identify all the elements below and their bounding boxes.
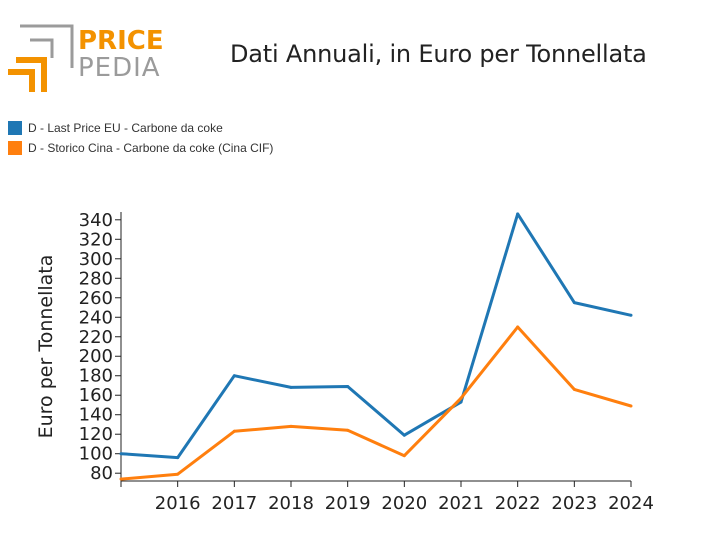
x-tick-label: 2016 (155, 493, 201, 514)
chart-series (119, 212, 633, 481)
y-tick-label: 140 (79, 405, 113, 426)
data-point-1[interactable] (289, 424, 293, 428)
data-point-1[interactable] (232, 429, 236, 433)
y-tick-label: 300 (79, 249, 113, 270)
legend-item-eu[interactable]: D - Last Price EU - Carbone da coke (8, 118, 273, 138)
data-point-1[interactable] (572, 387, 576, 391)
x-tick-label: 2023 (551, 493, 597, 514)
chart-title: Dati Annuali, in Euro per Tonnellata (230, 40, 647, 68)
series-line-0 (120, 212, 632, 460)
y-tick-label: 80 (90, 463, 113, 484)
chart-legend: D - Last Price EU - Carbone da coke D - … (8, 118, 273, 158)
y-tick-label: 260 (79, 288, 113, 309)
data-point-1[interactable] (459, 396, 463, 400)
legend-label-cina: D - Storico Cina - Carbone da coke (Cina… (28, 141, 274, 155)
data-point-0[interactable] (459, 400, 463, 404)
x-tick-label: 2019 (325, 493, 371, 514)
y-tick-label: 180 (79, 366, 113, 387)
data-point-1[interactable] (402, 454, 406, 458)
data-point-0[interactable] (176, 456, 180, 460)
data-point-0[interactable] (402, 433, 406, 437)
data-point-0[interactable] (119, 452, 123, 456)
data-point-1[interactable] (516, 325, 520, 329)
data-point-0[interactable] (629, 313, 633, 317)
data-point-0[interactable] (516, 212, 520, 216)
data-point-1[interactable] (629, 404, 633, 408)
data-point-0[interactable] (572, 301, 576, 305)
y-tick-label: 280 (79, 268, 113, 289)
logo-word-price: PRICE (78, 26, 164, 56)
legend-swatch-cina (8, 141, 22, 155)
y-tick-label: 240 (79, 307, 113, 328)
legend-swatch-eu (8, 121, 22, 135)
data-point-1[interactable] (119, 477, 123, 481)
y-tick-label: 100 (79, 444, 113, 465)
x-tick-label: 2022 (495, 493, 541, 514)
logo-word-pedia: PEDIA (78, 53, 161, 83)
x-tick-label: 2020 (381, 493, 427, 514)
logo-mark-icon (8, 24, 74, 92)
x-tick-label: 2018 (268, 493, 314, 514)
x-tick-label: 2021 (438, 493, 484, 514)
y-axis-title: Euro per Tonnellata (35, 255, 57, 439)
y-tick-label: 340 (79, 210, 113, 231)
y-tick-label: 160 (79, 385, 113, 406)
y-tick-label: 200 (79, 346, 113, 367)
series-line-1 (120, 325, 632, 481)
x-tick-label: 2017 (211, 493, 257, 514)
legend-item-cina[interactable]: D - Storico Cina - Carbone da coke (Cina… (8, 138, 273, 158)
y-tick-label: 320 (79, 229, 113, 250)
y-tick-label: 120 (79, 424, 113, 445)
x-tick-label: 2024 (608, 493, 654, 514)
y-tick-label: 220 (79, 327, 113, 348)
chart-axes: 8010012014016018020022024026028030032034… (35, 210, 654, 514)
data-point-1[interactable] (346, 428, 350, 432)
data-point-0[interactable] (346, 384, 350, 388)
data-point-0[interactable] (232, 374, 236, 378)
data-point-0[interactable] (289, 385, 293, 389)
data-point-1[interactable] (176, 472, 180, 476)
legend-label-eu: D - Last Price EU - Carbone da coke (28, 121, 223, 135)
pricepedia-logo: PRICE PEDIA (8, 24, 164, 92)
